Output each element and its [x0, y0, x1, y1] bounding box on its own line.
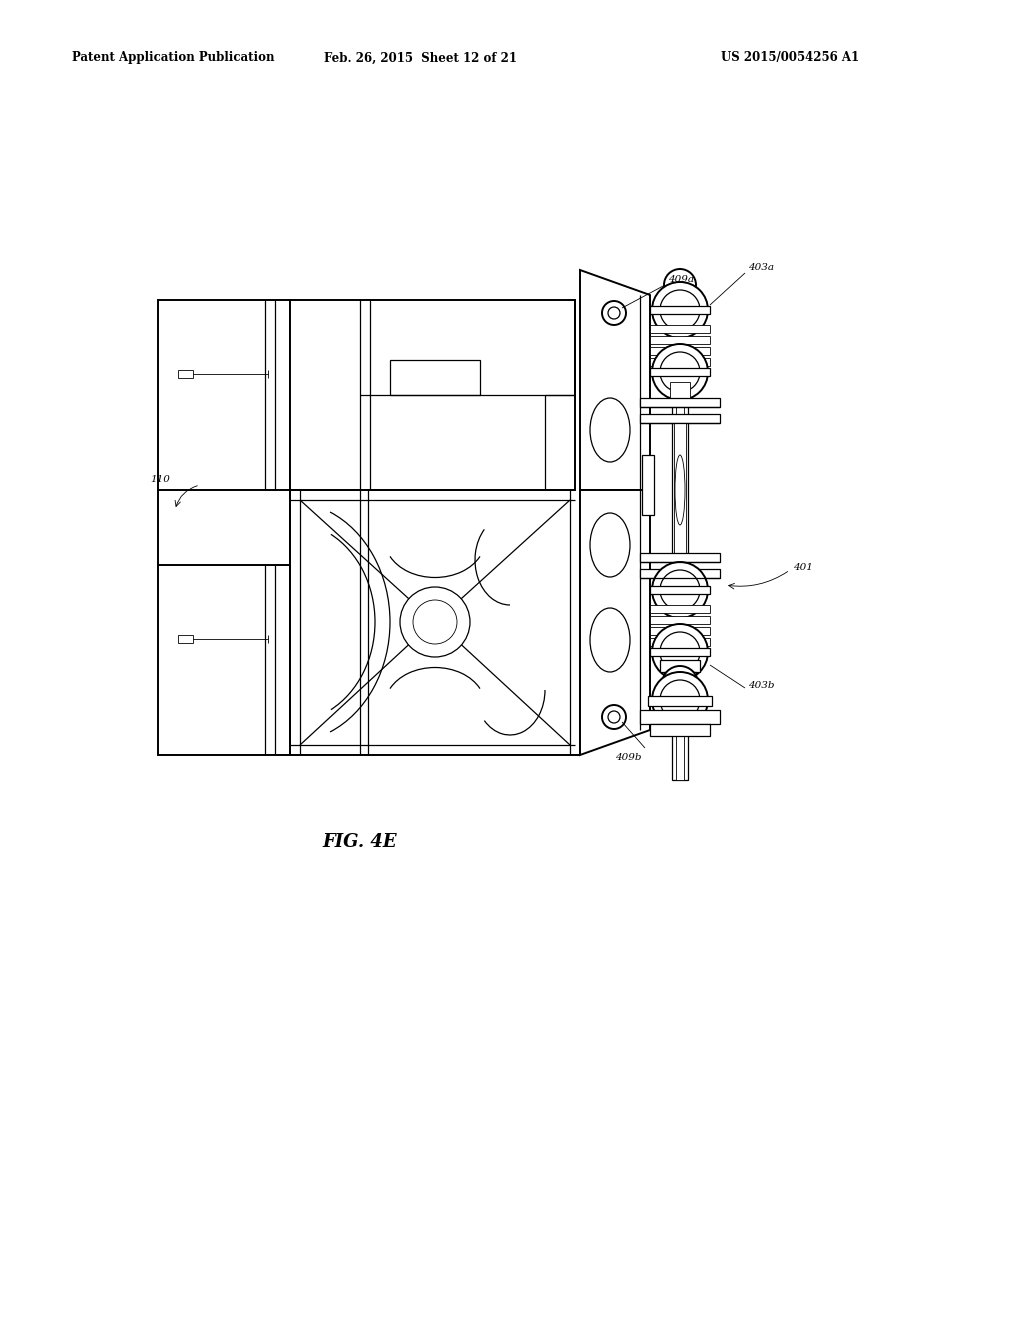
Circle shape — [652, 345, 708, 400]
Bar — [666, 293, 694, 301]
Text: 401: 401 — [793, 564, 813, 573]
Bar — [670, 381, 690, 399]
Bar — [642, 455, 654, 515]
Bar — [660, 660, 700, 672]
Polygon shape — [580, 271, 650, 490]
Ellipse shape — [590, 513, 630, 577]
Circle shape — [660, 680, 700, 719]
Circle shape — [652, 562, 708, 618]
Circle shape — [660, 632, 700, 672]
Circle shape — [664, 269, 696, 301]
Bar — [674, 422, 686, 553]
Bar — [650, 347, 710, 355]
Bar — [650, 337, 710, 345]
Bar — [158, 565, 290, 755]
Text: Patent Application Publication: Patent Application Publication — [72, 51, 274, 65]
Circle shape — [602, 301, 626, 325]
Circle shape — [602, 705, 626, 729]
Circle shape — [400, 587, 470, 657]
Circle shape — [670, 675, 690, 694]
Circle shape — [652, 624, 708, 680]
Polygon shape — [580, 490, 650, 755]
Bar — [676, 280, 684, 780]
Bar — [672, 280, 688, 780]
Text: Feb. 26, 2015  Sheet 12 of 21: Feb. 26, 2015 Sheet 12 of 21 — [324, 51, 516, 65]
Bar — [640, 414, 720, 422]
Text: 403a: 403a — [748, 264, 774, 272]
Circle shape — [660, 570, 700, 610]
Ellipse shape — [590, 399, 630, 462]
Bar — [648, 696, 712, 706]
Circle shape — [652, 282, 708, 338]
Bar — [290, 300, 575, 490]
Bar — [640, 399, 720, 407]
Bar — [650, 616, 710, 624]
Text: 409a: 409a — [668, 276, 694, 285]
Bar — [650, 358, 710, 366]
Circle shape — [662, 667, 698, 702]
Ellipse shape — [675, 455, 685, 525]
Bar — [664, 672, 696, 681]
Bar — [390, 360, 480, 395]
Circle shape — [652, 672, 708, 729]
Text: 409b: 409b — [615, 752, 641, 762]
Bar — [640, 710, 720, 723]
Text: 110: 110 — [151, 475, 170, 484]
Bar — [158, 300, 290, 490]
Text: US 2015/0054256 A1: US 2015/0054256 A1 — [721, 51, 859, 65]
Circle shape — [608, 308, 620, 319]
Text: FIG. 4E: FIG. 4E — [323, 833, 397, 851]
Bar — [650, 306, 710, 314]
Bar — [650, 605, 710, 612]
Bar — [640, 553, 720, 562]
Bar — [178, 635, 193, 643]
Bar — [178, 370, 193, 378]
Bar — [640, 569, 720, 578]
Circle shape — [608, 711, 620, 723]
Bar — [650, 586, 710, 594]
Bar — [650, 368, 710, 376]
Bar — [650, 723, 710, 737]
Circle shape — [660, 290, 700, 330]
Circle shape — [413, 601, 457, 644]
Bar — [650, 638, 710, 645]
Bar — [650, 627, 710, 635]
Bar — [650, 325, 710, 333]
Circle shape — [660, 352, 700, 392]
Text: 403b: 403b — [748, 681, 774, 689]
Bar — [650, 648, 710, 656]
Ellipse shape — [590, 609, 630, 672]
